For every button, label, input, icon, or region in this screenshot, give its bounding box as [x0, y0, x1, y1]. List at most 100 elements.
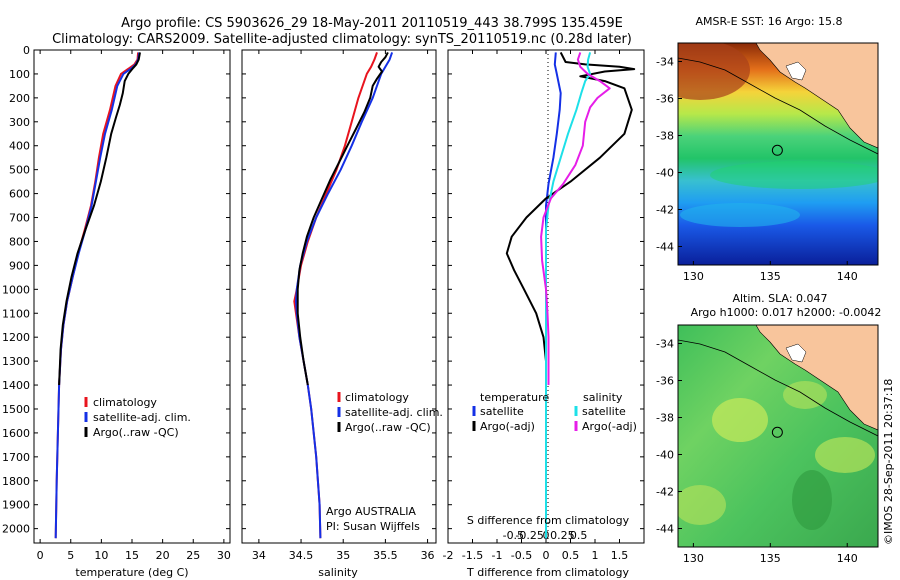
legend-label-s-argo: Argo(-adj)	[582, 420, 637, 433]
depth-tick-label: 1800	[2, 475, 30, 488]
depth-tick-label: 300	[9, 116, 30, 129]
imos-timestamp: ©IMOS 28-Sep-2011 20:37:18	[882, 379, 895, 545]
figure-title-line1: Argo profile: CS 5903626_29 18-May-2011 …	[121, 16, 623, 31]
sla-high-patch-3	[815, 437, 875, 473]
legend-title-temperature: temperature	[480, 391, 549, 404]
legend-label-t-argo: Argo(-adj)	[480, 420, 535, 433]
sla-gulf	[785, 343, 807, 363]
argo-position-marker	[771, 144, 783, 156]
lon-tick-label: 135	[760, 552, 781, 565]
sla-map-title2: Argo h1000: 0.017 h2000: -0.0042	[691, 306, 882, 319]
legend-label-climatology: climatology	[93, 396, 157, 409]
depth-tick-label: 1400	[2, 379, 30, 392]
lon-tick-label: 140	[837, 552, 858, 565]
depth-tick-label: 1700	[2, 451, 30, 464]
x-tick-label: -1.5	[462, 549, 483, 562]
x-tick-label: 1.5	[611, 549, 629, 562]
series-line	[545, 52, 592, 539]
temperature-panel: 0100200300400500600700800900100011001200…	[2, 44, 231, 579]
depth-tick-label: 0	[23, 44, 30, 57]
lat-tick-label: -36	[656, 93, 674, 106]
series-line	[545, 52, 562, 539]
s-diff-tick-label: 0.5	[570, 529, 588, 542]
legend-label-climatology: climatology	[345, 391, 409, 404]
series-line	[540, 52, 611, 385]
sla-low-patch	[792, 470, 832, 530]
s-diff-tick-label: 0.25	[550, 529, 575, 542]
lat-tick-label: -42	[656, 486, 674, 499]
sst-band	[710, 161, 878, 189]
salinity-depth-ticks	[242, 49, 436, 530]
depth-tick-label: 1900	[2, 499, 30, 512]
temperature-legend: climatology satellite-adj. clim. Argo(..…	[84, 396, 191, 439]
series-line	[505, 51, 636, 385]
depth-tick-label: 1000	[2, 283, 30, 296]
depth-tick-label: 600	[9, 188, 30, 201]
lat-tick-label: -44	[656, 523, 674, 536]
x-tick-label: 5	[67, 549, 74, 562]
sla-land	[755, 325, 878, 431]
x-tick-label: 36	[421, 549, 435, 562]
s-diff-tick-label: -0.25	[515, 529, 543, 542]
s-difference-xlabel: S difference from climatology	[467, 514, 630, 527]
figure-title-line2: Climatology: CARS2009. Satellite-adjuste…	[52, 32, 632, 47]
depth-tick-label: 1300	[2, 355, 30, 368]
lat-tick-label: -38	[656, 130, 674, 143]
x-tick-label: 34	[252, 549, 266, 562]
depth-tick-label: 700	[9, 212, 30, 225]
argo-position-marker	[771, 426, 783, 438]
lat-tick-label: -36	[656, 375, 674, 388]
sla-axis-ticks: 130 135 140 -34 -36 -38 -40 -42 -44	[656, 338, 858, 566]
x-tick-label: -1	[492, 549, 503, 562]
depth-tick-label: 1600	[2, 427, 30, 440]
salinity-panel: 34 34.5 35 35.5 36 salinity climatology sate…	[241, 49, 443, 579]
lat-tick-label: -34	[656, 338, 674, 351]
depth-tick-label: 400	[9, 140, 30, 153]
x-tick-label: 0	[37, 549, 44, 562]
salinity-series	[293, 51, 394, 539]
sst-gulf	[785, 61, 807, 81]
depth-tick-label: 1100	[2, 307, 30, 320]
salinity-legend: climatology satellite-adj. clim. Argo(..…	[337, 391, 443, 434]
difference-x-axis: -2 -1.5 -1 -0.5 0 0.5 1 1.5	[443, 50, 629, 562]
depth-tick-label: 900	[9, 259, 30, 272]
salinity-xlabel: salinity	[318, 566, 358, 579]
sla-high-patch	[712, 398, 768, 442]
x-tick-label: 0	[543, 549, 550, 562]
temperature-series	[54, 52, 141, 539]
x-tick-label: 15	[125, 549, 139, 562]
lon-tick-label: 140	[837, 270, 858, 283]
x-tick-label: -2	[443, 549, 454, 562]
lat-tick-label: -40	[656, 167, 674, 180]
legend-label-satellite: satellite-adj. clim.	[345, 406, 443, 419]
temperature-xlabel: temperature (deg C)	[75, 566, 188, 579]
x-tick-label: 35.5	[373, 549, 398, 562]
sla-map-frame	[677, 324, 879, 548]
t-difference-xlabel: T difference from climatology	[466, 566, 629, 579]
x-tick-label: 35	[336, 549, 350, 562]
lon-tick-label: 135	[760, 270, 781, 283]
sst-map: AMSR-E SST: 16 Argo: 15.8 130 135 140 -34 -3…	[656, 15, 879, 283]
difference-legend: temperature salinity satellite Argo(-adj…	[472, 391, 637, 433]
series-line	[295, 52, 394, 539]
sla-map-title: Altim. SLA: 0.047	[732, 292, 827, 305]
depth-axis: 0 100 200 300 400 500 600 700 800 900 1000 1100 1200…	[2, 44, 230, 536]
difference-panel: -2 -1.5 -1 -0.5 0 0.5 1 1.5 -0.5-0.250 0.250.5 T…	[443, 49, 645, 579]
x-tick-label: 10	[94, 549, 108, 562]
legend-label-argo: Argo(..raw -QC)	[345, 421, 431, 434]
sla-map: Altim. SLA: 0.047 Argo h1000: 0.017 h200…	[656, 292, 881, 565]
x-tick-label: 20	[156, 549, 170, 562]
difference-depth-ticks	[448, 49, 644, 530]
lon-tick-label: 130	[683, 270, 704, 283]
depth-tick-label: 500	[9, 164, 30, 177]
temperature-x-axis: 0 5 10 15 20 25 30	[37, 50, 231, 562]
sst-warm-patch	[678, 43, 750, 100]
legend-title-salinity: salinity	[583, 391, 623, 404]
difference-series	[505, 51, 636, 539]
sst-depth-contour	[678, 57, 878, 155]
s-diff-tick-label: -0.5	[503, 529, 524, 542]
lon-tick-label: 130	[683, 552, 704, 565]
x-tick-label: 1	[592, 549, 599, 562]
x-tick-label: 0.5	[562, 549, 580, 562]
lat-tick-label: -40	[656, 449, 674, 462]
